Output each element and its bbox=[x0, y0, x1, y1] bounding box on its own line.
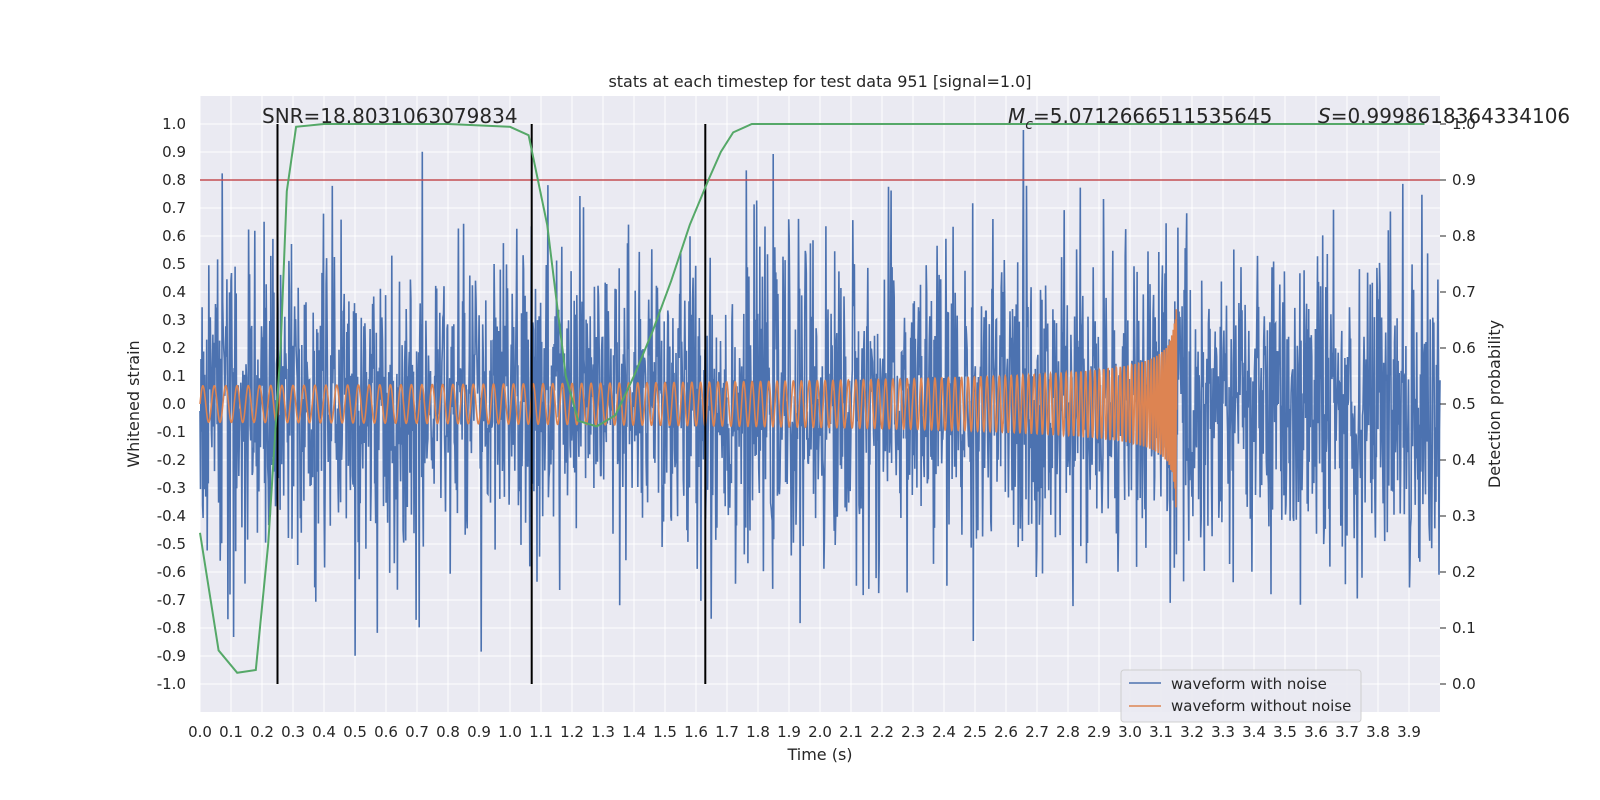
y-tick-label: 0.8 bbox=[162, 171, 186, 189]
y2-tick-label: 0.8 bbox=[1452, 227, 1476, 245]
y-tick-label: -0.4 bbox=[157, 507, 186, 525]
y2-tick-label: 0.3 bbox=[1452, 507, 1476, 525]
x-tick-label: 3.2 bbox=[1180, 723, 1204, 741]
x-axis-label: Time (s) bbox=[786, 745, 852, 764]
y-tick-label: 0.4 bbox=[162, 283, 186, 301]
chirp-mass-annotation: Mc=5.0712666511535645 bbox=[1008, 104, 1272, 133]
y-axis-label: Whitened strain bbox=[124, 340, 143, 467]
y-tick-label: 0.7 bbox=[162, 199, 186, 217]
y-tick-label: -0.9 bbox=[157, 647, 186, 665]
y-tick-label: 0.5 bbox=[162, 255, 186, 273]
x-tick-label: 3.0 bbox=[1118, 723, 1142, 741]
y-tick-label: 0.3 bbox=[162, 311, 186, 329]
legend: waveform with noise waveform without noi… bbox=[1120, 669, 1362, 723]
y2-tick-label: 0.5 bbox=[1452, 395, 1476, 413]
x-tick-label: 0.2 bbox=[250, 723, 274, 741]
x-tick-label: 1.5 bbox=[653, 723, 677, 741]
y2-tick-label: 0.6 bbox=[1452, 339, 1476, 357]
x-tick-label: 2.0 bbox=[808, 723, 832, 741]
x-tick-label: 2.7 bbox=[1025, 723, 1049, 741]
y2-tick-label: 0.7 bbox=[1452, 283, 1476, 301]
y2-axis-ticks: 1.0 0.9 0.8 0.7 0.6 0.5 0.4 0.3 0.2 0.1 0.0 bbox=[1440, 115, 1476, 693]
legend-label-noise: waveform with noise bbox=[1171, 675, 1327, 693]
y-tick-label: -0.6 bbox=[157, 563, 186, 581]
x-tick-label: 2.4 bbox=[932, 723, 956, 741]
y2-axis-label: Detection probability bbox=[1485, 320, 1504, 488]
y2-tick-label: 0.9 bbox=[1452, 171, 1476, 189]
x-tick-label: 0.7 bbox=[405, 723, 429, 741]
y-tick-label: -0.8 bbox=[157, 619, 186, 637]
x-tick-label: 3.4 bbox=[1242, 723, 1266, 741]
x-tick-label: 0.3 bbox=[281, 723, 305, 741]
y-tick-label: -0.1 bbox=[157, 423, 186, 441]
x-tick-label: 2.2 bbox=[870, 723, 894, 741]
probability-path bbox=[199, 123, 1425, 674]
y-tick-label: 1.0 bbox=[162, 115, 186, 133]
x-tick-label: 3.8 bbox=[1366, 723, 1390, 741]
x-tick-label: 1.4 bbox=[622, 723, 646, 741]
x-tick-label: 2.8 bbox=[1056, 723, 1080, 741]
x-tick-label: 2.9 bbox=[1087, 723, 1111, 741]
legend-box bbox=[1120, 669, 1362, 723]
y-tick-label: -0.5 bbox=[157, 535, 186, 553]
y2-tick-label: 0.1 bbox=[1452, 619, 1476, 637]
x-tick-label: 1.2 bbox=[560, 723, 584, 741]
y-axis-ticks: 1.0 0.9 0.8 0.7 0.6 0.5 0.4 0.3 0.2 0.1 0.0 -0.1 -0.… bbox=[157, 115, 186, 693]
x-tick-label: 1.6 bbox=[684, 723, 708, 741]
y2-tick-label: 0.2 bbox=[1452, 563, 1476, 581]
s-annotation: S=0.9998618364334106 bbox=[1318, 104, 1570, 128]
y-tick-label: 0.9 bbox=[162, 143, 186, 161]
y2-tick-label: 0.4 bbox=[1452, 451, 1476, 469]
y-tick-label: 0.0 bbox=[162, 395, 186, 413]
x-tick-label: 2.1 bbox=[839, 723, 863, 741]
y-tick-label: 0.6 bbox=[162, 227, 186, 245]
y-tick-label: 0.2 bbox=[162, 339, 186, 357]
x-tick-label: 3.9 bbox=[1397, 723, 1421, 741]
x-tick-label: 0.6 bbox=[374, 723, 398, 741]
y-tick-label: -1.0 bbox=[157, 675, 186, 693]
x-tick-label: 1.0 bbox=[498, 723, 522, 741]
x-tick-label: 0.1 bbox=[219, 723, 243, 741]
x-tick-label: 2.3 bbox=[901, 723, 925, 741]
x-tick-label: 0.4 bbox=[312, 723, 336, 741]
x-axis-ticks: 0.0 0.1 0.2 0.3 0.4 0.5 0.6 0.7 0.8 0.9 1.0 1.1 1.2 1… bbox=[188, 723, 1421, 741]
legend-label-clean: waveform without noise bbox=[1171, 697, 1351, 715]
x-tick-label: 0.5 bbox=[343, 723, 367, 741]
series-detection-probability bbox=[199, 123, 1425, 674]
x-tick-label: 1.1 bbox=[529, 723, 553, 741]
x-tick-label: 0.8 bbox=[436, 723, 460, 741]
y-tick-label: -0.7 bbox=[157, 591, 186, 609]
snr-annotation: SNR=18.8031063079834 bbox=[262, 104, 518, 128]
x-tick-label: 1.7 bbox=[715, 723, 739, 741]
series-waveform-without-noise bbox=[199, 309, 1178, 508]
y2-tick-label: 1.0 bbox=[1452, 115, 1476, 133]
x-tick-label: 2.6 bbox=[994, 723, 1018, 741]
y-tick-label: 0.1 bbox=[162, 367, 186, 385]
x-tick-label: 1.9 bbox=[777, 723, 801, 741]
x-tick-label: 0.0 bbox=[188, 723, 212, 741]
x-tick-label: 3.7 bbox=[1335, 723, 1359, 741]
x-tick-label: 0.9 bbox=[467, 723, 491, 741]
x-tick-label: 3.3 bbox=[1211, 723, 1235, 741]
y-tick-label: -0.2 bbox=[157, 451, 186, 469]
chart-title: stats at each timestep for test data 951… bbox=[608, 72, 1031, 91]
y-tick-label: -0.3 bbox=[157, 479, 186, 497]
x-tick-label: 1.8 bbox=[746, 723, 770, 741]
x-tick-label: 2.5 bbox=[963, 723, 987, 741]
x-tick-label: 3.6 bbox=[1304, 723, 1328, 741]
y2-tick-label: 0.0 bbox=[1452, 675, 1476, 693]
x-tick-label: 3.5 bbox=[1273, 723, 1297, 741]
clean-waveform-path bbox=[199, 309, 1178, 508]
x-tick-label: 1.3 bbox=[591, 723, 615, 741]
x-tick-label: 3.1 bbox=[1149, 723, 1173, 741]
